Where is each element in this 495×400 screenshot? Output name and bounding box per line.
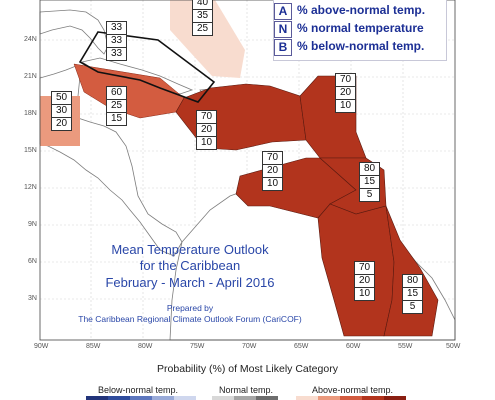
prob-above: 50	[52, 92, 71, 105]
colorbar-above-2	[318, 396, 340, 400]
prob-below: 20	[55, 118, 68, 129]
prob-normal: 25	[107, 100, 126, 113]
colorbar-normal-2	[234, 396, 256, 400]
lon-label-75w: 75W	[190, 343, 205, 350]
colorbar-below-3	[130, 396, 152, 400]
colorbar	[86, 396, 406, 400]
prob-box-cuba-jamaica: 60 25 15	[106, 86, 127, 126]
prob-below: 10	[266, 178, 279, 189]
region-cuba-jamaica	[73, 63, 185, 119]
legend-text-below: % below-normal temp.	[297, 39, 425, 53]
map-title-line-1: Mean Temperature Outlook	[111, 242, 269, 257]
lat-label-3n: 3N	[28, 295, 37, 302]
prob-below: 10	[200, 137, 213, 148]
prob-below: 5	[409, 301, 416, 312]
prob-below: 15	[110, 113, 123, 124]
prob-above: 80	[360, 163, 379, 176]
lon-label-80w: 80W	[138, 343, 153, 350]
prob-normal: 20	[197, 124, 216, 137]
florida-coast	[39, 9, 109, 55]
prob-below: 25	[196, 23, 209, 34]
lon-label-65w: 65W	[294, 343, 309, 350]
prob-above: 70	[355, 262, 374, 275]
colorbar-above-label: Above-normal temp.	[312, 385, 394, 395]
colorbar-above-4	[362, 396, 384, 400]
prob-normal: 30	[52, 105, 71, 118]
map-title-line-3: February - March - April 2016	[105, 275, 275, 290]
prob-normal: 20	[355, 275, 374, 288]
prob-box-suriname-french-guiana: 80 15 5	[402, 274, 423, 314]
legend-letter-n: N	[274, 21, 292, 38]
prob-normal: 15	[360, 176, 379, 189]
lat-label-6n: 6N	[28, 258, 37, 265]
prob-below: 10	[339, 100, 352, 111]
prob-box-hispaniola: 70 20 10	[196, 110, 217, 150]
colorbar-below-label: Below-normal temp.	[98, 385, 179, 395]
lon-label-55w: 55W	[398, 343, 413, 350]
colorbar-above-1	[296, 396, 318, 400]
prob-box-belize-honduras: 50 30 20	[51, 91, 72, 131]
prob-below: 5	[366, 189, 373, 200]
prob-normal: 15	[403, 288, 422, 301]
lon-label-70w: 70W	[242, 343, 257, 350]
prob-box-southern-caribbean: 70 20 10	[262, 151, 283, 191]
prob-normal: 20	[263, 165, 282, 178]
legend-text-normal: % normal temperature	[297, 21, 424, 35]
prob-normal: 33	[107, 35, 126, 48]
lon-label-90w: 90W	[34, 343, 49, 350]
colorbar-normal-1	[212, 396, 234, 400]
prob-above: 80	[403, 275, 422, 288]
colorbar-above-5	[384, 396, 406, 400]
category-legend: A % above-normal temp. N % normal temper…	[273, 0, 447, 61]
prob-above: 40	[193, 0, 212, 10]
legend-row-below: B % below-normal temp.	[274, 39, 446, 56]
prob-normal: 35	[193, 10, 212, 23]
prob-box-windward-islands: 80 15 5	[359, 162, 380, 202]
prob-box-guyana: 70 20 10	[354, 261, 375, 301]
lon-label-85w: 85W	[86, 343, 101, 350]
lat-label-9n: 9N	[28, 221, 37, 228]
lat-label-12n: 12N	[24, 184, 37, 191]
colorbar-below-4	[152, 396, 174, 400]
prob-below: 10	[358, 288, 371, 299]
legend-row-above: A % above-normal temp.	[274, 3, 446, 20]
prob-normal: 20	[336, 87, 355, 100]
prob-above: 60	[107, 87, 126, 100]
prob-above: 70	[336, 74, 355, 87]
colorbar-above-3	[340, 396, 362, 400]
colorbar-below-5	[174, 396, 196, 400]
lon-label-60w: 60W	[346, 343, 361, 350]
lat-label-24n: 24N	[24, 36, 37, 43]
colorbar-below-1	[86, 396, 108, 400]
map-title-line-2: for the Caribbean	[139, 258, 241, 273]
prob-below: 33	[110, 48, 123, 59]
lat-label-15n: 15N	[24, 147, 37, 154]
colorbar-normal-label: Normal temp.	[219, 385, 274, 395]
prob-box-bahamas-north: 40 35 25	[192, 0, 213, 36]
legend-text-above: % above-normal temp.	[297, 3, 426, 17]
region-bahamas-cuba-box	[78, 31, 216, 103]
legend-row-normal: N % normal temperature	[274, 21, 446, 38]
prob-box-eastern-caribbean-north: 70 20 10	[335, 73, 356, 113]
lon-label-50w: 50W	[446, 343, 461, 350]
prob-box-bahamas-cuba: 33 33 33	[106, 21, 127, 61]
lat-label-21n: 21N	[24, 73, 37, 80]
legend-letter-a: A	[274, 3, 292, 20]
legend-letter-b: B	[274, 39, 292, 56]
colorbar-below-2	[108, 396, 130, 400]
credit-organization: The Caribbean Regional Climate Outlook F…	[78, 314, 302, 324]
map-frame	[39, 0, 456, 341]
region-suriname-french-guiana	[383, 205, 439, 337]
prob-above: 33	[107, 22, 126, 35]
prob-above: 70	[197, 111, 216, 124]
prob-above: 70	[263, 152, 282, 165]
credit-prepared-by: Prepared by	[166, 303, 214, 313]
colorbar-title: Probability (%) of Most Likely Category	[157, 363, 338, 375]
lat-label-18n: 18N	[24, 110, 37, 117]
colorbar-normal-3	[256, 396, 278, 400]
region-bahamas-north	[170, 0, 245, 78]
